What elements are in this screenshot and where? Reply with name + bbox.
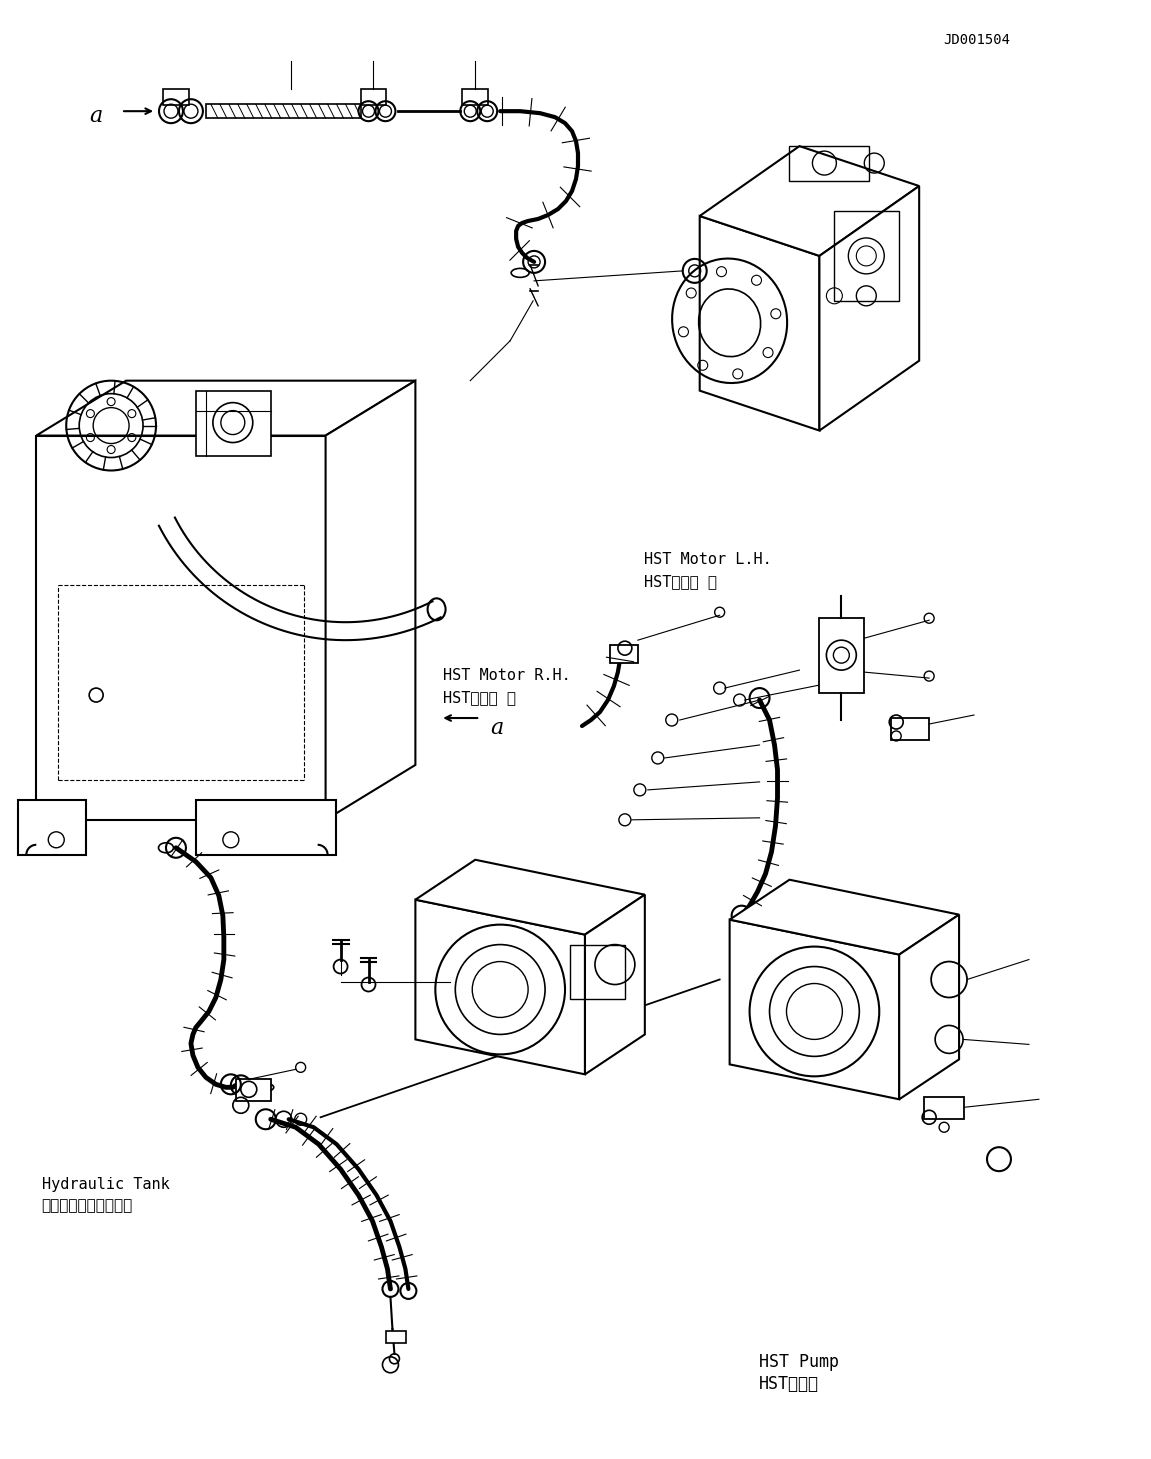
Text: JD001504: JD001504 bbox=[943, 34, 1009, 48]
Text: Hydraulic Tank: Hydraulic Tank bbox=[41, 1176, 169, 1192]
Bar bbox=[820, 619, 864, 693]
Polygon shape bbox=[196, 800, 336, 855]
Text: a: a bbox=[89, 105, 102, 127]
Bar bbox=[196, 391, 270, 455]
Polygon shape bbox=[585, 894, 645, 1074]
Bar bbox=[236, 1080, 270, 1102]
Text: a: a bbox=[490, 716, 503, 740]
Text: HSTモータ 右: HSTモータ 右 bbox=[443, 690, 517, 705]
Bar bbox=[463, 89, 488, 105]
Text: HSTモータ 左: HSTモータ 左 bbox=[645, 573, 717, 588]
Bar bbox=[163, 89, 189, 105]
Bar bbox=[570, 944, 625, 999]
Bar bbox=[924, 1097, 965, 1119]
Polygon shape bbox=[326, 381, 416, 820]
Polygon shape bbox=[820, 187, 920, 430]
Polygon shape bbox=[700, 216, 820, 430]
Polygon shape bbox=[730, 919, 899, 1099]
Polygon shape bbox=[899, 915, 959, 1099]
Text: HSTポンプ: HSTポンプ bbox=[760, 1374, 820, 1392]
Text: ハイドロリックタンク: ハイドロリックタンク bbox=[41, 1198, 132, 1214]
Bar bbox=[834, 212, 899, 301]
Bar bbox=[891, 718, 929, 740]
Bar bbox=[387, 1331, 406, 1342]
Bar bbox=[610, 645, 638, 664]
Polygon shape bbox=[18, 800, 86, 855]
Polygon shape bbox=[416, 900, 585, 1074]
Bar bbox=[206, 104, 360, 118]
Text: HST Motor L.H.: HST Motor L.H. bbox=[645, 552, 772, 568]
Text: HST Pump: HST Pump bbox=[760, 1352, 839, 1371]
Polygon shape bbox=[37, 436, 326, 820]
Polygon shape bbox=[700, 146, 920, 255]
Bar bbox=[360, 89, 387, 105]
Polygon shape bbox=[37, 381, 416, 436]
Bar bbox=[790, 146, 869, 181]
Polygon shape bbox=[416, 859, 645, 935]
Text: HST Motor R.H.: HST Motor R.H. bbox=[443, 668, 571, 683]
Polygon shape bbox=[730, 880, 959, 954]
